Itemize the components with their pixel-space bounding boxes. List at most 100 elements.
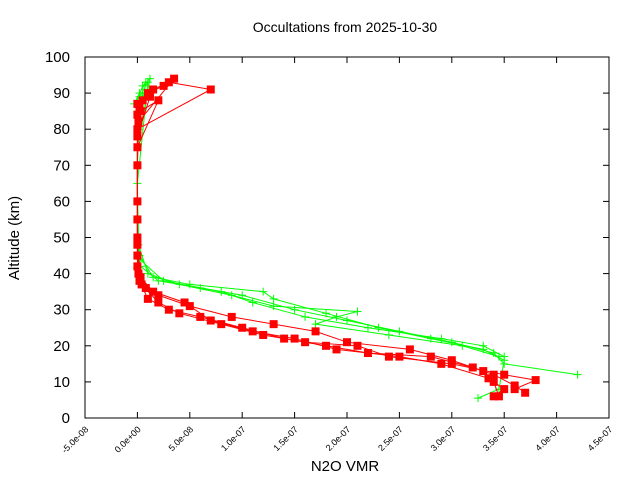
data-point <box>259 287 268 296</box>
data-point <box>405 345 414 354</box>
data-point <box>180 298 189 307</box>
y-tick-label: 70 <box>53 157 70 174</box>
chart-title: Occultations from 2025-10-30 <box>253 19 438 35</box>
data-point <box>489 370 498 379</box>
x-tick-label: 1.5e-07 <box>271 424 300 453</box>
data-point <box>154 298 163 307</box>
data-point <box>474 394 482 403</box>
data-point <box>227 312 236 321</box>
data-point <box>301 312 310 321</box>
data-point <box>164 305 173 314</box>
y-tick-label: 40 <box>53 266 70 283</box>
data-point <box>332 312 341 321</box>
data-point <box>353 307 362 316</box>
data-point <box>133 143 142 152</box>
data-point <box>145 92 154 101</box>
data-point <box>311 320 320 329</box>
x-tick-label: -5.0e-08 <box>60 424 91 455</box>
y-tick-label: 90 <box>53 85 70 102</box>
data-point <box>343 338 351 347</box>
data-point <box>437 334 446 343</box>
data-point <box>500 385 509 394</box>
series-layer <box>130 74 582 403</box>
data-point <box>290 334 299 343</box>
data-point <box>248 298 257 307</box>
data-point <box>133 125 142 134</box>
x-tick-label: 4.0e-07 <box>533 424 562 453</box>
data-point <box>133 132 142 141</box>
data-point <box>175 309 184 318</box>
x-tick-label: 4.5e-07 <box>586 424 615 453</box>
data-point <box>137 280 146 289</box>
data-point <box>458 341 467 350</box>
series-red <box>133 74 540 401</box>
data-point <box>141 284 150 293</box>
data-point <box>573 370 582 379</box>
profile-line <box>136 77 505 399</box>
profile-line <box>133 82 578 376</box>
x-tick-label: 1.0e-07 <box>219 424 248 453</box>
data-point <box>500 370 509 379</box>
profile-line <box>136 95 538 390</box>
x-axis-label: N2O VMR <box>311 458 380 475</box>
x-tick-label: 5.0e-08 <box>167 424 196 453</box>
series-green <box>130 74 582 403</box>
data-point <box>521 388 530 397</box>
data-point <box>437 359 446 368</box>
data-point <box>322 309 331 318</box>
profile-line <box>136 82 500 358</box>
data-point <box>395 352 404 361</box>
data-point <box>248 327 257 336</box>
data-point <box>217 320 226 329</box>
data-point <box>154 96 163 105</box>
data-point <box>494 392 503 401</box>
data-point <box>136 107 145 116</box>
data-point <box>136 273 145 282</box>
y-tick-label: 60 <box>53 193 70 210</box>
data-point <box>510 385 519 394</box>
data-point <box>238 323 247 332</box>
x-tick-label: 3.5e-07 <box>481 424 510 453</box>
data-point <box>149 287 158 296</box>
data-point <box>133 262 142 271</box>
data-point <box>170 74 179 83</box>
data-point <box>353 341 362 350</box>
data-point <box>301 338 310 347</box>
data-point <box>489 392 498 401</box>
data-point <box>384 352 393 361</box>
data-point <box>332 345 341 354</box>
data-point <box>143 78 152 87</box>
data-point <box>159 81 168 90</box>
data-point <box>311 327 320 336</box>
data-point <box>143 294 152 303</box>
x-tick-label: 2.5e-07 <box>376 424 405 453</box>
data-point <box>259 330 268 339</box>
y-tick-label: 50 <box>53 230 70 247</box>
data-point <box>149 273 158 282</box>
y-tick-label: 0 <box>62 410 70 427</box>
data-point <box>343 316 351 325</box>
y-tick-label: 10 <box>53 374 70 391</box>
x-tick-label: 2.0e-07 <box>324 424 353 453</box>
y-axis-label: Altitude (km) <box>6 196 23 280</box>
data-point <box>322 341 331 350</box>
data-point <box>196 312 205 321</box>
profile-line <box>136 99 506 397</box>
data-point <box>145 74 154 83</box>
plot-frame <box>84 56 610 419</box>
data-point <box>138 96 147 105</box>
data-point <box>154 291 163 300</box>
data-point <box>363 323 372 332</box>
data-point <box>484 374 493 383</box>
y-tick-label: 100 <box>45 49 70 66</box>
data-point <box>133 240 142 249</box>
data-point <box>269 294 278 303</box>
profile-line <box>136 78 500 397</box>
data-point <box>206 85 215 94</box>
y-tick-label: 30 <box>53 302 70 319</box>
data-point <box>159 276 168 285</box>
y-tick-label: 80 <box>53 121 70 138</box>
data-point <box>143 269 152 278</box>
data-point <box>374 323 383 332</box>
